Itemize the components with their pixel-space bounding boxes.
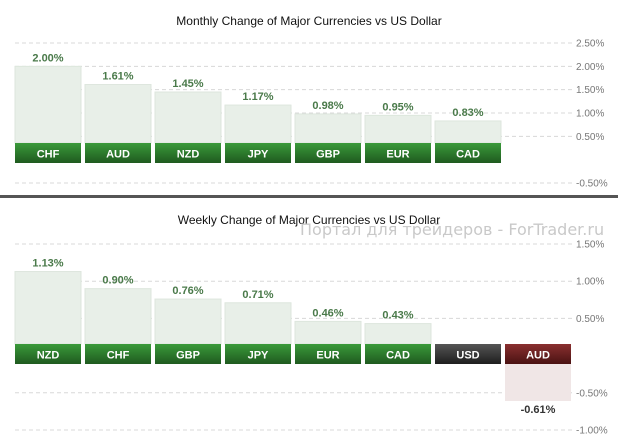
category-label: JPY <box>248 149 269 161</box>
bar <box>294 320 362 345</box>
y-tick-label: 2.00% <box>576 62 604 73</box>
bar <box>84 84 152 144</box>
y-tick-label: 1.50% <box>576 85 604 96</box>
category-label: NZD <box>37 350 60 362</box>
bar-value-label: 1.61% <box>102 71 133 83</box>
category-label: USD <box>456 350 479 362</box>
bar-value-label: 1.17% <box>242 91 273 103</box>
category-label-bg <box>365 344 431 364</box>
y-tick-label: -0.50% <box>576 179 608 190</box>
y-tick-label: -1.00% <box>576 426 608 437</box>
chart-title: Weekly Change of Major Currencies vs US … <box>178 213 441 227</box>
category-label: GBP <box>316 149 340 161</box>
category-label-bg <box>435 143 501 163</box>
category-label: CAD <box>456 149 480 161</box>
bar-value-label: 0.83% <box>452 107 483 119</box>
category-label: CHF <box>37 149 60 161</box>
category-label: CAD <box>386 350 410 362</box>
bar <box>14 65 82 144</box>
bar <box>294 113 362 144</box>
bar <box>364 323 432 345</box>
chart-separator <box>0 195 618 198</box>
weekly-chart: Weekly Change of Major Currencies vs US … <box>0 200 618 441</box>
category-label-bg <box>15 344 81 364</box>
bar-value-label: 0.90% <box>102 275 133 287</box>
chart-svg: Monthly Change of Major Currencies vs US… <box>14 14 608 190</box>
bar <box>154 91 222 144</box>
category-label-bg <box>155 143 221 163</box>
bar-value-label: -0.61% <box>521 404 556 416</box>
bar <box>505 364 571 401</box>
bar <box>154 298 222 345</box>
category-label-bg <box>505 344 571 364</box>
bar <box>14 271 82 345</box>
bar-value-label: 0.43% <box>382 310 413 322</box>
category-label-bg <box>15 143 81 163</box>
category-label-bg <box>85 143 151 163</box>
category-label: EUR <box>386 149 409 161</box>
y-tick-label: 1.00% <box>576 277 604 288</box>
category-label: CHF <box>107 350 130 362</box>
y-tick-label: 1.50% <box>576 240 604 251</box>
category-label-bg <box>155 344 221 364</box>
bar-value-label: 0.71% <box>242 289 273 301</box>
category-label-bg <box>295 143 361 163</box>
monthly-chart: Monthly Change of Major Currencies vs US… <box>0 0 618 195</box>
y-tick-label: 2.50% <box>576 39 604 50</box>
chart-title: Monthly Change of Major Currencies vs US… <box>176 14 441 28</box>
bar-value-label: 0.76% <box>172 285 203 297</box>
bar <box>224 302 292 345</box>
chart-svg: Weekly Change of Major Currencies vs US … <box>14 213 608 437</box>
bar-value-label: 1.45% <box>172 78 203 90</box>
y-tick-label: 0.50% <box>576 132 604 143</box>
category-label: NZD <box>177 149 200 161</box>
category-label: AUD <box>526 350 550 362</box>
y-tick-label: 1.00% <box>576 109 604 120</box>
bar-value-label: 0.46% <box>312 307 343 319</box>
category-label-bg <box>365 143 431 163</box>
category-label-bg <box>435 344 501 364</box>
category-label: GBP <box>176 350 200 362</box>
category-label-bg <box>85 344 151 364</box>
category-label-bg <box>225 143 291 163</box>
category-label-bg <box>225 344 291 364</box>
category-label-bg <box>295 344 361 364</box>
bar-value-label: 1.13% <box>32 258 63 270</box>
bar <box>364 114 432 144</box>
bar <box>224 104 292 144</box>
bar-value-label: 0.98% <box>312 100 343 112</box>
bar-value-label: 2.00% <box>32 52 63 64</box>
category-label: JPY <box>248 350 269 362</box>
y-tick-label: -0.50% <box>576 388 608 399</box>
watermark-text: Портал для трейдеров - ForTrader.ru <box>300 220 605 239</box>
bar <box>434 120 502 144</box>
category-label: EUR <box>316 350 339 362</box>
bar-value-label: 0.95% <box>382 101 413 113</box>
bar <box>84 288 152 345</box>
category-label: AUD <box>106 149 130 161</box>
y-tick-label: 0.50% <box>576 314 604 325</box>
